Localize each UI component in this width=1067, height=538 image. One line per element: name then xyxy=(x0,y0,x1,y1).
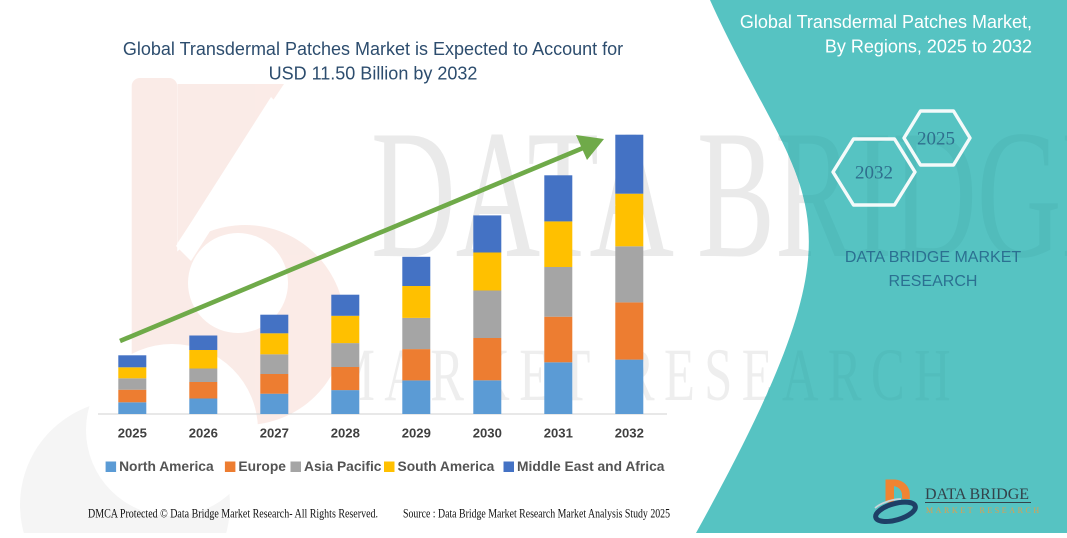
svg-text:Global Transdermal Patches Mar: Global Transdermal Patches Market, xyxy=(740,12,1032,32)
svg-text:2032: 2032 xyxy=(615,426,644,441)
svg-text:DATA BRIDGE: DATA BRIDGE xyxy=(925,486,1029,503)
svg-text:By Regions, 2025 to 2032: By Regions, 2025 to 2032 xyxy=(825,36,1032,56)
svg-text:South America: South America xyxy=(398,459,495,474)
svg-text:2029: 2029 xyxy=(402,426,431,441)
svg-text:2025: 2025 xyxy=(917,129,955,150)
svg-text:RESEARCH: RESEARCH xyxy=(889,273,978,290)
svg-text:Source : Data Bridge Market Re: Source : Data Bridge Market Research Mar… xyxy=(403,507,670,521)
svg-text:2030: 2030 xyxy=(473,426,502,441)
svg-text:2027: 2027 xyxy=(260,426,289,441)
svg-text:DMCA Protected © Data Bridge M: DMCA Protected © Data Bridge Market Rese… xyxy=(88,507,378,521)
svg-text:2025: 2025 xyxy=(118,426,147,441)
svg-text:2026: 2026 xyxy=(189,426,218,441)
svg-text:2032: 2032 xyxy=(855,163,893,184)
svg-text:2028: 2028 xyxy=(331,426,360,441)
svg-text:MARKET RESEARCH: MARKET RESEARCH xyxy=(926,506,1042,515)
svg-text:North America: North America xyxy=(119,459,214,474)
svg-text:Asia Pacific: Asia Pacific xyxy=(304,459,382,474)
svg-text:DATA BRIDGE MARKET: DATA BRIDGE MARKET xyxy=(845,249,1022,266)
svg-text:2031: 2031 xyxy=(544,426,573,441)
svg-text:USD 11.50 Billion by 2032: USD 11.50 Billion by 2032 xyxy=(269,64,478,84)
svg-text:Europe: Europe xyxy=(238,459,286,474)
svg-text:Global Transdermal Patches Mar: Global Transdermal Patches Market is Exp… xyxy=(123,39,623,59)
svg-text:Middle East and Africa: Middle East and Africa xyxy=(517,459,665,474)
